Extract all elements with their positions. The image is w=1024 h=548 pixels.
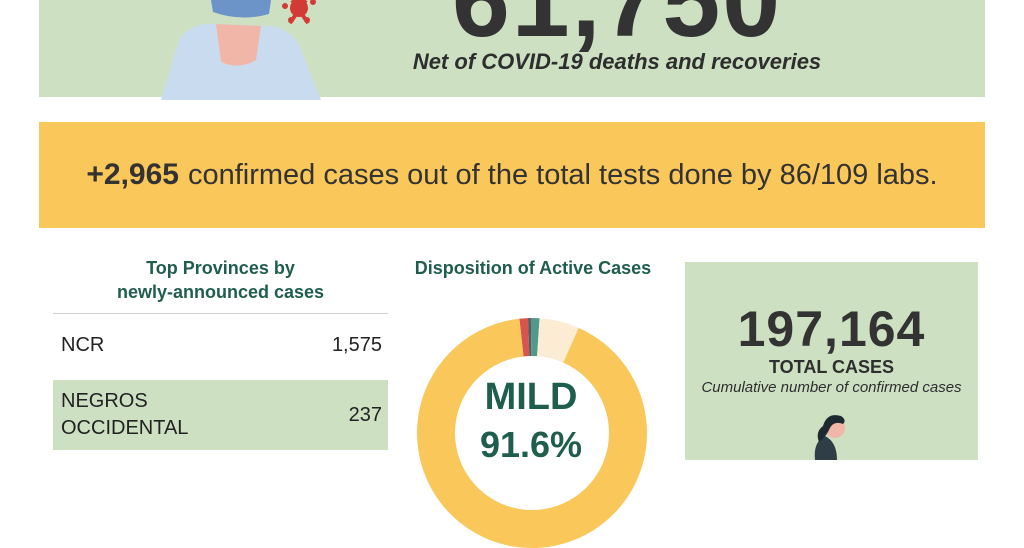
province-row: NCR 1,575 <box>53 314 388 376</box>
donut-segment <box>519 318 530 357</box>
top-provinces-title: Top Provinces by newly-announced cases <box>116 258 325 302</box>
mild-label: MILD <box>484 376 578 418</box>
top-provinces-panel: Top Provinces by newly-announced cases N… <box>53 256 388 450</box>
total-cases-label: TOTAL CASES <box>768 357 894 377</box>
disposition-panel: Disposition of Active Cases <box>402 258 664 279</box>
mild-percent: 91.6% <box>479 424 583 465</box>
disposition-title: Disposition of Active Cases <box>414 258 652 278</box>
province-name: NCR <box>61 333 105 356</box>
confirmed-cases-text: confirmed cases out of the total tests d… <box>187 158 938 191</box>
total-cases-value: 197,164 <box>737 301 926 357</box>
province-value: 1,575 <box>331 333 382 356</box>
active-cases-caption: Net of COVID-19 deaths and recoveries <box>412 49 822 74</box>
province-name: NEGROS OCCIDENTAL <box>61 390 189 439</box>
new-cases-value: +2,965 <box>86 158 179 191</box>
total-cases-caption: Cumulative number of confirmed cases <box>701 379 962 396</box>
confirmed-cases-banner: +2,965 confirmed cases out of the total … <box>39 122 985 228</box>
person-with-virus-illustration <box>161 0 321 100</box>
donut-segment <box>528 318 532 357</box>
province-row: NEGROS OCCIDENTAL 237 <box>53 380 388 450</box>
total-cases-panel: 197,164 TOTAL CASES Cumulative number of… <box>685 262 978 460</box>
province-value: 237 <box>348 403 382 426</box>
person-illustration <box>814 415 845 460</box>
active-cases-value: 61,750 <box>451 0 783 59</box>
active-cases-banner: 61,750 Net of COVID-19 deaths and recove… <box>39 0 985 100</box>
donut-segment <box>537 318 579 363</box>
donut-segment <box>530 318 540 357</box>
divider <box>53 313 388 314</box>
